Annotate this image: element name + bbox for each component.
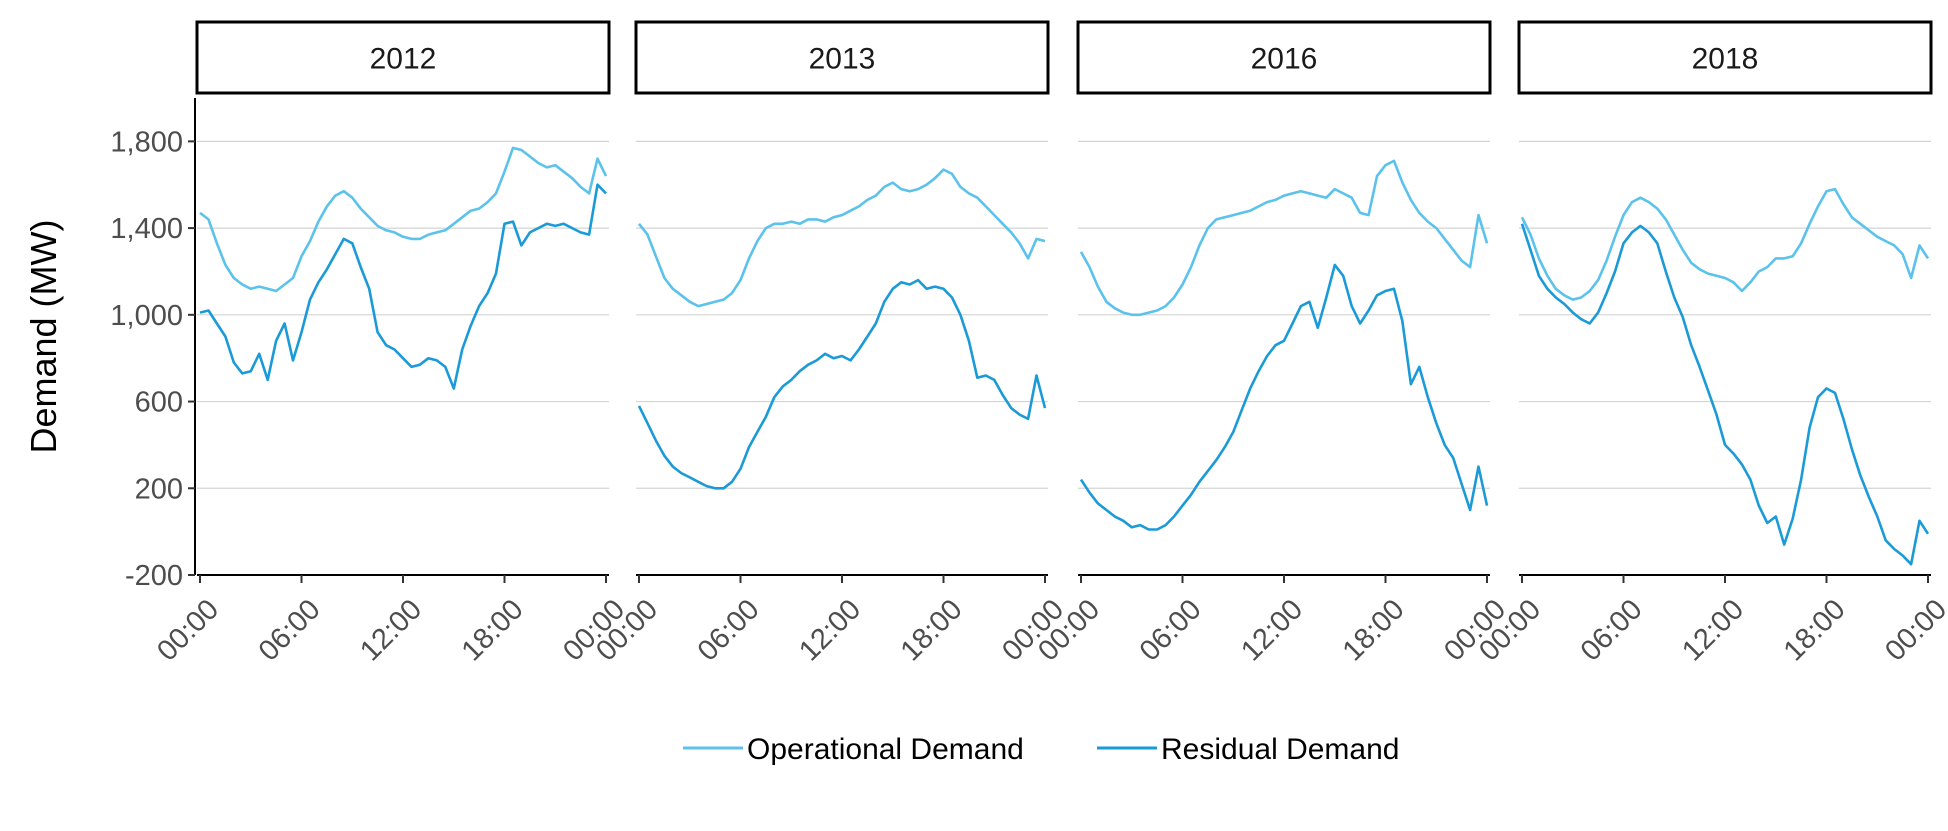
- x-tick-label: 18:00: [456, 593, 530, 667]
- y-tick-label: -200: [125, 560, 183, 592]
- facet-strip: [195, 20, 611, 95]
- facet-strip-label: 2012: [370, 43, 437, 76]
- facet-strip-label: 2016: [1251, 43, 1318, 76]
- facet-strip: [634, 20, 1050, 95]
- operational-demand-line: [199, 146, 608, 293]
- x-tick-label: 00:00: [151, 593, 225, 667]
- x-tick-label: 18:00: [1337, 593, 1411, 667]
- y-tick-label: 1,000: [110, 300, 183, 332]
- operational-demand-line: [637, 168, 1046, 308]
- x-tick-label: 12:00: [793, 593, 867, 667]
- y-tick-label: 200: [135, 473, 183, 505]
- residual-demand-line: [199, 183, 607, 390]
- legend-label-operational-demand: Operational Demand: [747, 733, 1024, 766]
- operational-demand-line: [1079, 159, 1489, 317]
- x-tick-label: 06:00: [1575, 593, 1649, 667]
- facet-strip: [1517, 20, 1933, 95]
- facet-strip: [1076, 20, 1492, 95]
- residual-demand-line: [637, 278, 1047, 490]
- x-tick-label: 06:00: [253, 593, 327, 667]
- x-tick-label: 12:00: [1235, 593, 1309, 667]
- y-tick-label: 1,400: [110, 213, 183, 245]
- x-tick-label: 12:00: [354, 593, 428, 667]
- legend: Operational Demand Residual Demand: [683, 733, 1399, 766]
- y-axis-title: Demand (MW): [23, 219, 64, 453]
- x-tick-label: 18:00: [1778, 593, 1852, 667]
- facet-strip-label: 2013: [809, 43, 876, 76]
- facet-strip-label: 2018: [1692, 43, 1759, 76]
- operational-demand-line: [1520, 187, 1930, 301]
- x-tick-label: 00:00: [1879, 593, 1948, 667]
- residual-demand-line: [1520, 223, 1930, 566]
- residual-demand-line: [1079, 263, 1489, 531]
- x-tick-label: 18:00: [895, 593, 969, 667]
- x-tick-label: 12:00: [1676, 593, 1750, 667]
- x-tick-label: 06:00: [1134, 593, 1208, 667]
- legend-label-residual-demand: Residual Demand: [1161, 733, 1399, 766]
- y-tick-label: 1,800: [110, 126, 183, 158]
- x-tick-label: 06:00: [692, 593, 766, 667]
- y-tick-label: 600: [135, 387, 183, 419]
